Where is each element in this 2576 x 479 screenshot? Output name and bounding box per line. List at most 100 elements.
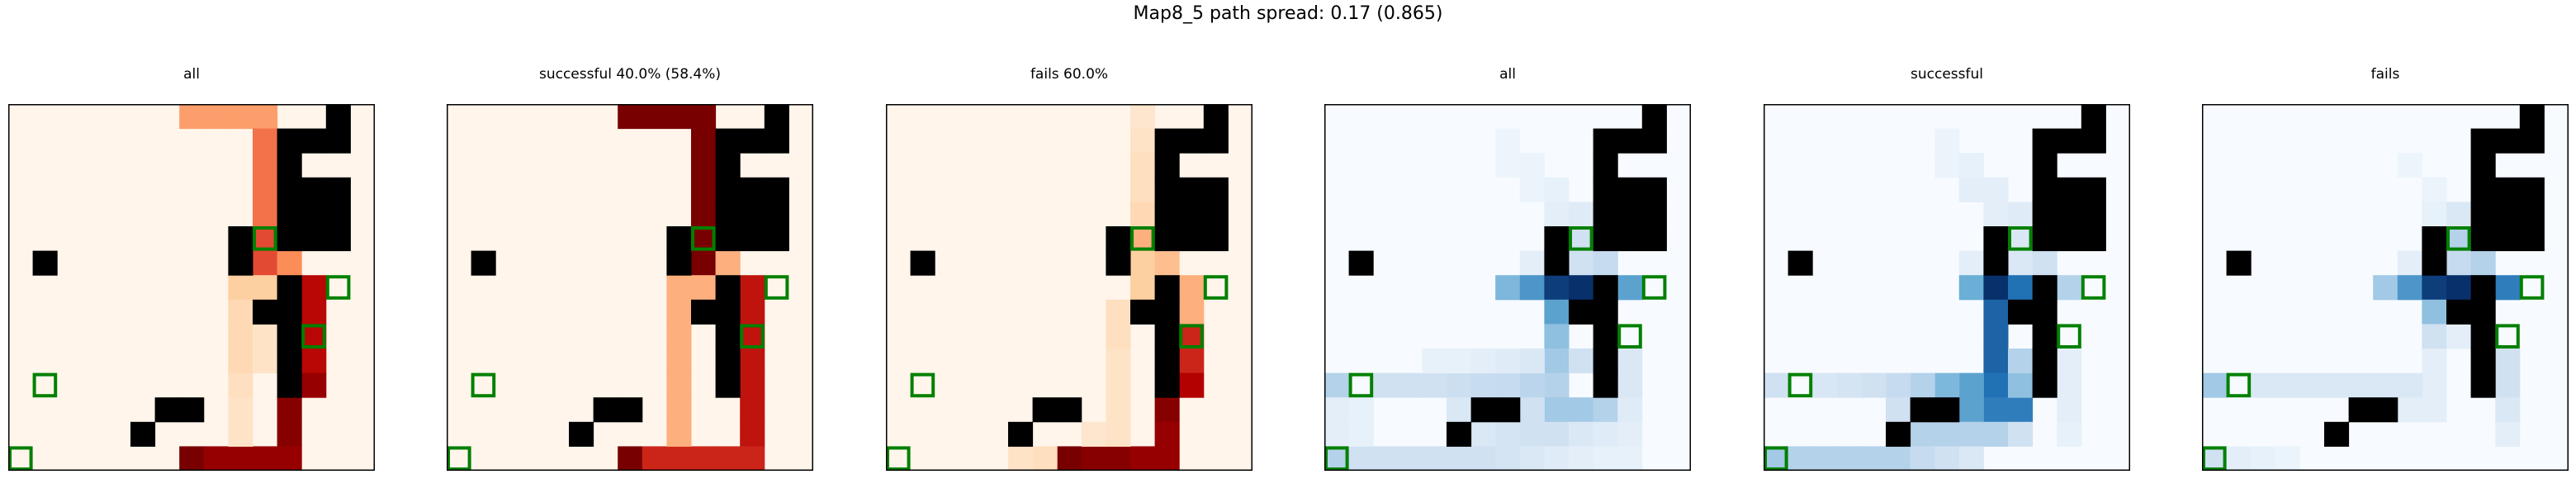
heatmap-cell	[228, 299, 253, 325]
wall-cell	[1470, 397, 1496, 423]
heatmap-cell	[1519, 153, 1545, 178]
heatmap-cell	[1324, 372, 1350, 398]
heatmap-cell	[2470, 250, 2496, 276]
wall-cell	[2470, 372, 2496, 398]
heatmap-cell	[2446, 250, 2472, 276]
heatmap-cell	[1983, 372, 2009, 398]
target-marker	[2202, 446, 2227, 471]
wall-cell	[154, 397, 180, 423]
target-marker	[8, 446, 33, 471]
heatmap-cell	[1495, 446, 1521, 471]
wall-cell	[715, 324, 741, 349]
heatmap-cell	[1470, 372, 1496, 398]
heatmap-cell	[1958, 177, 1984, 202]
heatmap-cell	[1544, 324, 1570, 349]
wall-cell	[618, 397, 643, 423]
wall-cell	[301, 226, 327, 252]
heatmap-cell	[1324, 446, 1350, 471]
target-marker	[1641, 275, 1667, 300]
heatmap-cell	[1593, 397, 1618, 423]
wall-cell	[325, 128, 351, 154]
target-marker	[1203, 275, 1229, 300]
axes-frame	[1324, 104, 1691, 471]
wall-cell	[1983, 226, 2009, 252]
heatmap-cell	[2495, 397, 2521, 423]
heatmap-cell	[1470, 349, 1496, 374]
heatmap-cell	[2397, 153, 2422, 178]
axes-frame	[2202, 104, 2569, 471]
wall-cell	[1154, 299, 1180, 325]
wall-cell	[2470, 202, 2496, 227]
target-marker	[764, 275, 789, 300]
heatmap-cell	[179, 446, 205, 471]
wall-cell	[1154, 153, 1180, 178]
heatmap-cell	[179, 104, 205, 130]
panel-title-3: all	[1499, 66, 1516, 83]
target-marker	[2519, 275, 2545, 300]
heatmap-cell	[1544, 349, 1570, 374]
target-marker	[253, 226, 277, 251]
wall-cell	[1154, 324, 1180, 349]
wall-cell	[130, 421, 156, 447]
wall-cell	[593, 397, 618, 423]
heatmap-cell	[2202, 372, 2228, 398]
wall-cell	[715, 202, 741, 227]
wall-cell	[764, 177, 789, 202]
wall-cell	[1934, 397, 1960, 423]
heatmap-cell	[1983, 421, 2009, 447]
wall-cell	[1593, 226, 1618, 252]
figure-title: Map8_5 path spread: 0.17 (0.865)	[1133, 3, 1443, 24]
wall-cell	[277, 128, 302, 154]
heatmap-cell	[1447, 349, 1472, 374]
axes-frame	[8, 104, 375, 471]
heatmap-cell	[2495, 349, 2521, 374]
heatmap-cell	[301, 299, 327, 325]
wall-cell	[1593, 299, 1618, 325]
heatmap-cell	[666, 275, 692, 301]
heatmap-cell	[2495, 275, 2521, 301]
target-marker	[32, 372, 58, 398]
heatmap-cell	[2008, 372, 2034, 398]
wall-cell	[1106, 250, 1131, 276]
heatmap-cell	[1106, 372, 1131, 398]
heatmap-cell	[1106, 324, 1131, 349]
heatmap-cell	[1958, 446, 1984, 471]
target-marker	[1179, 324, 1204, 349]
target-marker	[1348, 372, 1374, 398]
wall-cell	[666, 250, 692, 276]
heatmap-cell	[691, 226, 717, 252]
wall-cell	[1495, 397, 1521, 423]
wall-cell	[1641, 226, 1667, 252]
wall-cell	[2008, 299, 2034, 325]
wall-cell	[2373, 397, 2398, 423]
heatmap-cell	[253, 153, 278, 178]
wall-cell	[1641, 128, 1667, 154]
wall-cell	[2032, 275, 2057, 301]
wall-cell	[1447, 421, 1472, 447]
wall-cell	[1910, 397, 1935, 423]
wall-cell	[1617, 177, 1643, 202]
heatmap-cell	[1593, 421, 1618, 447]
wall-cell	[764, 128, 789, 154]
heatmap-cell	[1154, 397, 1180, 423]
heatmap-cell	[691, 275, 717, 301]
heatmap-cell	[1934, 446, 1960, 471]
heatmap-cell	[1348, 397, 1374, 423]
heatmap-cell	[1569, 397, 1594, 423]
heatmap-cell	[1544, 397, 1570, 423]
heatmap-cell	[1569, 250, 1594, 276]
heatmap-cell	[1495, 128, 1521, 154]
heatmap-cell	[2422, 349, 2447, 374]
wall-cell	[2032, 299, 2057, 325]
heatmap-cell	[253, 128, 278, 154]
heatmap-cell	[740, 397, 765, 423]
heatmap-cell	[1544, 446, 1570, 471]
heatmap-cell	[1106, 446, 1131, 471]
heatmap-cell	[1544, 177, 1570, 202]
heatmap-5	[2202, 104, 2569, 471]
heatmap-cell	[1106, 397, 1131, 423]
wall-cell	[1641, 104, 1667, 130]
heatmap-cell	[1447, 446, 1472, 471]
wall-cell	[1593, 275, 1618, 301]
heatmap-cell	[1495, 421, 1521, 447]
